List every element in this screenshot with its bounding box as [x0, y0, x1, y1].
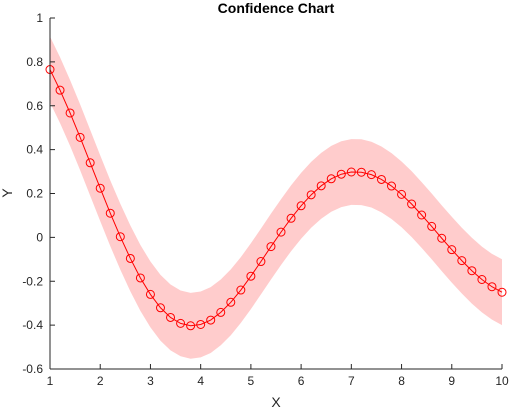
y-tick-label: 0 [36, 230, 43, 244]
data-point [397, 189, 407, 199]
data-point [216, 307, 226, 317]
y-tick-label: 0.6 [26, 99, 43, 113]
x-tick-label: 4 [197, 374, 204, 388]
data-point [447, 245, 457, 255]
chart-title: Confidence Chart [218, 0, 335, 16]
data-point [246, 271, 256, 281]
y-axis-label: Y [0, 188, 15, 198]
data-point [145, 289, 155, 299]
y-tick-label: -0.2 [22, 274, 43, 288]
mean-line [49, 69, 503, 327]
data-point [407, 199, 417, 209]
y-tick-label: 0.4 [26, 143, 43, 157]
x-tick-label: 7 [348, 374, 355, 388]
y-axis-ticks: -0.6 -0.4 -0.2 0 0.2 0.4 0.6 0.8 1 [22, 11, 55, 376]
data-point [497, 287, 507, 297]
data-point [155, 303, 165, 313]
x-tick-label: 2 [97, 374, 104, 388]
data-point [417, 210, 427, 220]
data-point [346, 167, 356, 177]
data-point [266, 242, 276, 252]
data-point [316, 181, 326, 191]
data-point [296, 201, 306, 211]
data-point [226, 297, 236, 307]
data-point [236, 285, 246, 295]
data-point [467, 266, 477, 276]
data-point [487, 282, 497, 292]
x-tick-label: 5 [248, 374, 255, 388]
data-point [356, 167, 366, 177]
x-tick-label: 3 [147, 374, 154, 388]
x-axis-label: X [271, 394, 281, 410]
y-tick-label: 0.8 [26, 55, 43, 69]
data-point [206, 315, 216, 325]
data-point [95, 183, 105, 193]
data-point [196, 319, 206, 329]
data-point [55, 85, 65, 95]
x-tick-label: 10 [495, 374, 509, 388]
data-point [336, 169, 346, 179]
y-tick-label: -0.6 [22, 362, 43, 376]
x-tick-label: 1 [47, 374, 54, 388]
data-point [256, 257, 266, 267]
x-axis-ticks: 1 2 3 4 5 6 7 8 9 10 [47, 364, 509, 388]
confidence-band [50, 36, 502, 359]
y-tick-label: 0.2 [26, 187, 43, 201]
data-point [105, 208, 115, 218]
data-point [376, 174, 386, 184]
data-point [65, 108, 75, 118]
y-tick-label: -0.4 [22, 318, 43, 332]
data-point [115, 232, 125, 242]
data-point [166, 312, 176, 322]
data-point [276, 227, 286, 237]
x-tick-label: 9 [448, 374, 455, 388]
data-point [427, 221, 437, 231]
data-point [477, 275, 487, 284]
data-point [85, 158, 95, 168]
data-point [366, 170, 376, 180]
data-point [437, 233, 447, 243]
data-point [387, 181, 397, 191]
data-point [286, 213, 296, 223]
x-tick-label: 8 [398, 374, 405, 388]
data-point [457, 256, 467, 266]
y-tick-label: 1 [36, 11, 43, 25]
data-point [186, 321, 196, 331]
data-point [75, 132, 85, 142]
x-tick-label: 6 [298, 374, 305, 388]
data-point [125, 253, 135, 263]
data-point [326, 174, 336, 184]
plot-area [50, 18, 502, 369]
data-point [176, 318, 186, 328]
data-point [306, 190, 316, 200]
data-point [135, 273, 145, 283]
